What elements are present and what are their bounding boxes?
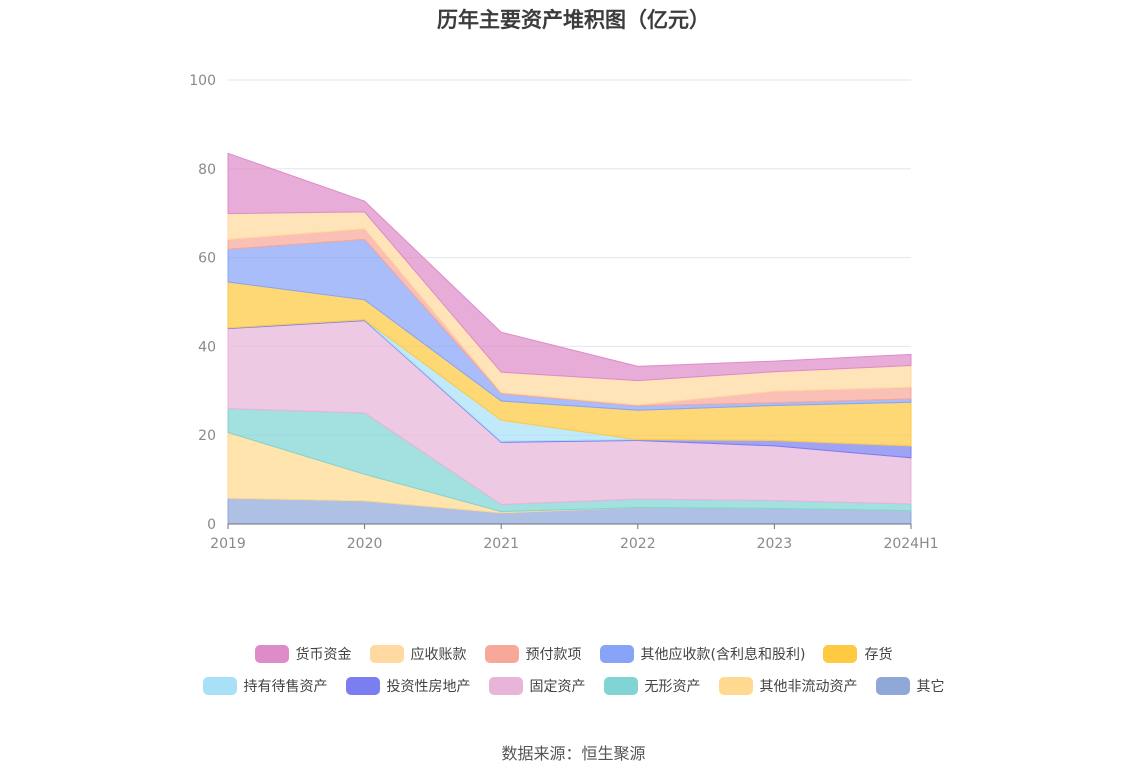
y-tick-label: 20 xyxy=(198,428,216,444)
chart-title: 历年主要资产堆积图（亿元） xyxy=(437,8,710,32)
x-tick-label: 2023 xyxy=(757,536,793,552)
legend-item[interactable]: 存货 xyxy=(823,644,892,664)
legend-item[interactable]: 无形资产 xyxy=(603,676,701,696)
data-source-note: 数据来源：恒生聚源 xyxy=(501,744,646,763)
area-series-layer xyxy=(227,152,912,525)
legend-swatch xyxy=(603,677,638,695)
legend-item[interactable]: 预付款项 xyxy=(484,644,582,664)
legend-label: 其他非流动资产 xyxy=(759,679,858,695)
legend-label: 投资性房地产 xyxy=(386,679,471,695)
legend-label: 预付款项 xyxy=(525,647,582,663)
x-tick-label: 2019 xyxy=(210,536,246,552)
x-tick-label: 2022 xyxy=(620,536,656,552)
legend-label: 其他应收款(含利息和股利) xyxy=(640,647,806,663)
y-tick-label: 80 xyxy=(198,162,216,178)
y-tick-label: 0 xyxy=(207,517,216,533)
legend-swatch xyxy=(875,677,910,695)
legend-label: 存货 xyxy=(864,647,893,663)
y-tick-label: 100 xyxy=(189,73,216,89)
area-series-货币资金 xyxy=(227,152,912,382)
x-tick-label: 2021 xyxy=(483,536,519,552)
legend-label: 持有待售资产 xyxy=(243,679,328,695)
legend-row: 货币资金 应收账款 预付款项 其他应收款(含利息和股利) 存货 xyxy=(0,638,1147,670)
y-tick-label: 40 xyxy=(198,339,216,355)
legend-item[interactable]: 其他应收款(含利息和股利) xyxy=(599,644,806,664)
legend-swatch xyxy=(369,645,404,663)
legend-label: 固定资产 xyxy=(529,679,586,695)
legend-swatch xyxy=(599,645,634,663)
legend-item[interactable]: 固定资产 xyxy=(488,676,586,696)
legend-swatch xyxy=(823,645,858,663)
legend-item[interactable]: 投资性房地产 xyxy=(345,676,471,696)
legend-swatch xyxy=(254,645,289,663)
x-tick-label: 2024H1 xyxy=(883,536,938,552)
legend-label: 无形资产 xyxy=(644,679,701,695)
legend-label: 货币资金 xyxy=(295,647,352,663)
legend-item[interactable]: 应收账款 xyxy=(369,644,467,664)
legend-swatch xyxy=(484,645,519,663)
axes: 0 20 40 60 80 100 2019 2020 2021 2022 2023 2024H1 xyxy=(189,73,938,552)
legend-item[interactable]: 货币资金 xyxy=(254,644,352,664)
legend-swatch xyxy=(202,677,237,695)
legend-row: 持有待售资产 投资性房地产 固定资产 无形资产 其他非流动资产 其它 xyxy=(0,670,1147,702)
x-tick-label: 2020 xyxy=(347,536,383,552)
legend-swatch xyxy=(345,677,380,695)
legend-item[interactable]: 其他非流动资产 xyxy=(718,676,858,696)
legend-item[interactable]: 持有待售资产 xyxy=(202,676,328,696)
y-tick-label: 60 xyxy=(198,251,216,267)
stacked-area-chart: 0 20 40 60 80 100 2019 2020 2021 2022 2023 2024H1 xyxy=(189,73,938,552)
legend-swatch xyxy=(718,677,753,695)
legend-swatch xyxy=(488,677,523,695)
legend: 货币资金 应收账款 预付款项 其他应收款(含利息和股利) 存货 持有待售资产 投资性房地产… xyxy=(0,638,1147,702)
legend-label: 应收账款 xyxy=(410,647,467,663)
legend-label: 其它 xyxy=(916,679,945,695)
legend-item[interactable]: 其它 xyxy=(875,676,945,696)
